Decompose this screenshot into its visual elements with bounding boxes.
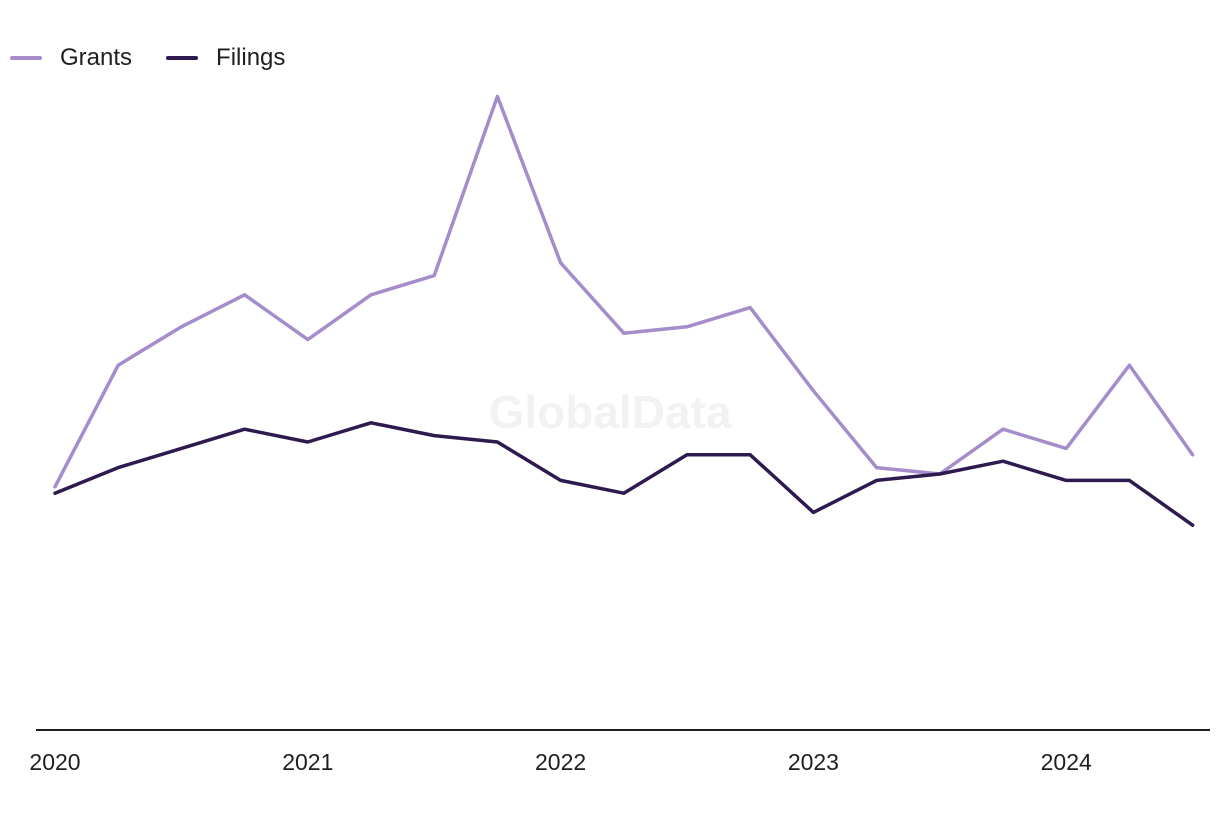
- data-point-grants: [622, 331, 626, 335]
- legend-label-grants: Grants: [60, 44, 133, 71]
- data-point-filings: [875, 478, 879, 482]
- data-point-filings: [748, 453, 752, 457]
- chart-legend: Grants Filings: [10, 44, 285, 72]
- data-point-filings: [53, 491, 57, 495]
- data-point-filings: [179, 446, 183, 450]
- data-point-grants: [179, 325, 183, 329]
- data-point-grants: [495, 94, 499, 98]
- data-point-grants: [685, 325, 689, 329]
- x-tick-label: 2022: [535, 749, 586, 775]
- series-line-filings: [53, 421, 1195, 527]
- data-point-filings: [243, 427, 247, 431]
- data-point-grants: [306, 338, 310, 342]
- data-point-grants: [748, 306, 752, 310]
- data-point-grants: [875, 466, 879, 470]
- data-point-filings: [1191, 523, 1195, 527]
- data-point-filings: [1127, 478, 1131, 482]
- data-point-grants: [369, 293, 373, 297]
- data-point-grants: [116, 363, 120, 367]
- legend-swatch-filings: [166, 56, 199, 60]
- data-point-filings: [559, 478, 563, 482]
- x-tick-label: 2021: [282, 749, 333, 775]
- data-point-filings: [1064, 478, 1068, 482]
- x-tick-label: 2023: [788, 749, 839, 775]
- data-point-grants: [432, 274, 436, 278]
- data-point-filings: [938, 472, 942, 476]
- data-point-grants: [1191, 453, 1195, 457]
- data-point-grants: [53, 485, 57, 489]
- series-layer: [53, 94, 1195, 527]
- data-point-filings: [685, 453, 689, 457]
- data-point-filings: [369, 421, 373, 425]
- data-point-grants: [1064, 446, 1068, 450]
- data-point-filings: [495, 440, 499, 444]
- data-point-filings: [1001, 459, 1005, 463]
- legend-label-filings: Filings: [216, 44, 286, 71]
- data-point-filings: [306, 440, 310, 444]
- legend-swatch-grants: [10, 56, 42, 60]
- legend-item-filings: Filings: [166, 44, 285, 72]
- watermark-text: GlobalData: [489, 386, 732, 438]
- data-point-filings: [432, 434, 436, 438]
- data-point-filings: [116, 466, 120, 470]
- data-point-filings: [811, 510, 815, 514]
- data-point-grants: [559, 261, 563, 265]
- data-point-grants: [1127, 363, 1131, 367]
- x-axis-ticks: 2020 2021 2022 2023 2024: [29, 749, 1092, 775]
- data-point-filings: [622, 491, 626, 495]
- data-point-grants: [1001, 427, 1005, 431]
- legend-item-grants: Grants: [10, 44, 132, 72]
- data-point-grants: [811, 389, 815, 393]
- x-tick-label: 2024: [1041, 749, 1092, 775]
- data-point-grants: [243, 293, 247, 297]
- x-tick-label: 2020: [29, 749, 80, 775]
